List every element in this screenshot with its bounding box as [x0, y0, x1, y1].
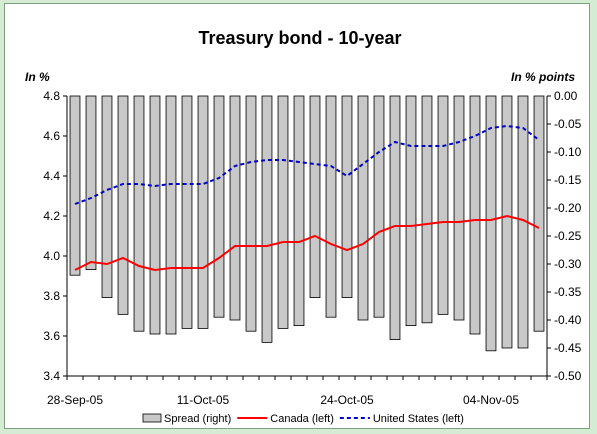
chart-frame: Treasury bond - 10-year In % In % points…: [4, 3, 590, 429]
spread-bar: [117, 95, 129, 315]
x-tick-label: 28-Sep-05: [47, 393, 103, 407]
spread-bar: [197, 95, 209, 329]
spread-bar: [277, 95, 289, 329]
spread-bar: [389, 95, 401, 341]
right-tick-label: -0.10: [554, 145, 582, 159]
spread-bar: [165, 95, 177, 335]
spread-bar: [421, 95, 433, 324]
left-tick-label: 3.6: [43, 329, 60, 343]
x-tick-label: 04-Nov-05: [463, 393, 519, 407]
spread-bar: [469, 95, 481, 335]
spread-bar: [373, 95, 385, 318]
spread-bar: [101, 95, 113, 299]
left-tick-label: 4.4: [43, 169, 60, 183]
x-tick-label: 24-Oct-05: [320, 393, 374, 407]
right-tick-label: -0.50: [554, 369, 582, 383]
spread-bar: [501, 95, 513, 349]
right-tick-label: -0.35: [554, 285, 582, 299]
chart-title: Treasury bond - 10-year: [198, 28, 401, 48]
left-tick-label: 4.8: [43, 89, 60, 103]
right-tick-label: 0.00: [554, 89, 578, 103]
right-tick-label: -0.25: [554, 229, 582, 243]
legend-label: Canada (left): [270, 413, 334, 425]
spread-bar: [133, 95, 145, 332]
right-tick-label: -0.30: [554, 257, 582, 271]
left-tick-label: 4.6: [43, 129, 60, 143]
spread-bar: [229, 95, 241, 321]
spread-bar: [245, 95, 257, 332]
right-tick-label: -0.05: [554, 117, 582, 131]
right-tick-label: -0.45: [554, 341, 582, 355]
right-axis-label: In % points: [511, 70, 575, 84]
spread-bar: [357, 95, 369, 321]
spread-bar: [261, 95, 273, 343]
legend: Spread (right) Canada (left) United States…: [142, 413, 464, 425]
united-states-line: [74, 124, 540, 205]
legend-label: United States (left): [373, 413, 464, 425]
canada-line: [74, 214, 540, 272]
axes: 4.8 4.6 4.4 4.2 4.0 3.8 3.6 3.4 0.00 -0.05 -0.10 -0…: [43, 89, 581, 407]
spread-bar: [69, 95, 81, 276]
x-tick-label: 11-Oct-05: [177, 393, 230, 407]
legend-label: Spread (right): [164, 413, 231, 425]
spread-bar: [453, 95, 465, 321]
spread-bar: [485, 95, 497, 352]
spread-bar: [309, 95, 321, 299]
left-axis-label: In %: [25, 70, 50, 84]
left-tick-label: 3.8: [43, 289, 60, 303]
legend-swatch-spread: [142, 413, 162, 423]
left-tick-label: 4.0: [43, 249, 60, 263]
spread-bar: [85, 95, 97, 271]
right-tick-label: -0.15: [554, 173, 582, 187]
spread-bar: [293, 95, 305, 327]
spread-bar: [405, 95, 417, 327]
spread-bar: [533, 95, 545, 332]
spread-bar: [325, 95, 337, 318]
chart-svg: Treasury bond - 10-year In % In % points…: [25, 28, 582, 425]
spread-bar: [149, 95, 161, 335]
spread-bar: [437, 95, 449, 315]
right-tick-label: -0.20: [554, 201, 582, 215]
spread-bar: [341, 95, 353, 299]
left-tick-label: 3.4: [43, 369, 60, 383]
spread-bar: [213, 95, 225, 318]
left-tick-label: 4.2: [43, 209, 60, 223]
spread-bar: [181, 95, 193, 329]
right-tick-label: -0.40: [554, 313, 582, 327]
series-lines: [74, 124, 540, 272]
spread-bars: [69, 95, 545, 352]
